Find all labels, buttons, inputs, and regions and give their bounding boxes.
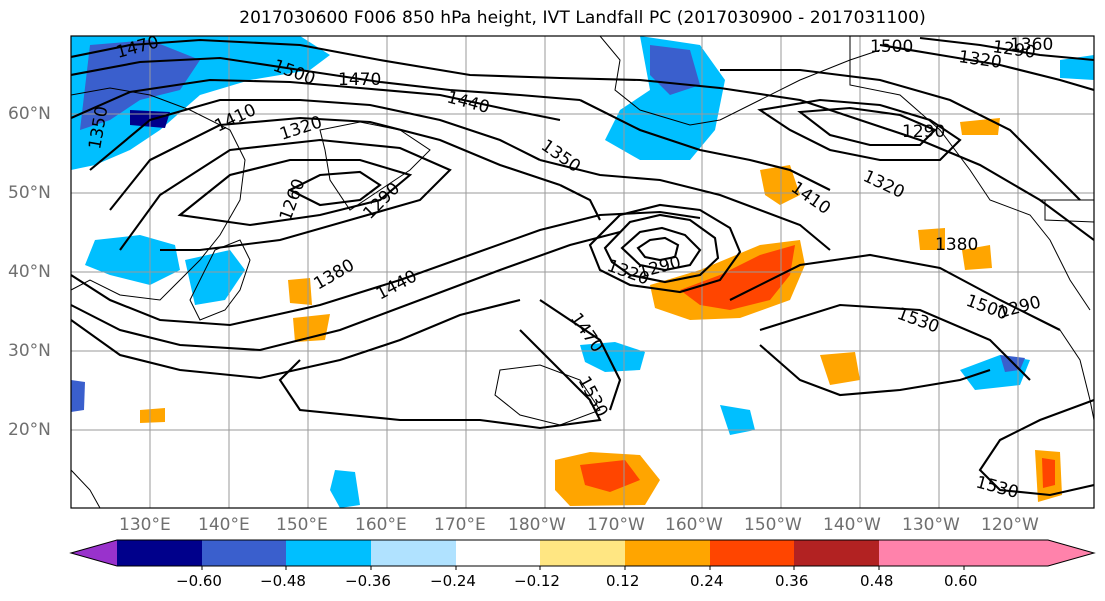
colorbar-swatch bbox=[456, 540, 540, 566]
colorbar-swatch bbox=[371, 540, 456, 566]
lat-label-50n: 50°N bbox=[8, 183, 51, 203]
lon-label: 140°E bbox=[198, 515, 250, 535]
colorbar-tick-label: −0.60 bbox=[176, 572, 222, 590]
colorbar-swatch bbox=[540, 540, 625, 566]
lat-label-20n: 20°N bbox=[8, 420, 51, 440]
colorbar-swatch bbox=[625, 540, 710, 566]
colorbar-swatch bbox=[117, 540, 202, 566]
contour-label: 1500 bbox=[870, 37, 913, 57]
colorbar-swatch bbox=[879, 540, 964, 566]
lon-label: 170°E bbox=[434, 515, 486, 535]
lon-label: 160°E bbox=[355, 515, 407, 535]
colorbar-tick-label: −0.24 bbox=[430, 572, 476, 590]
colorbar-swatch bbox=[710, 540, 794, 566]
colorbar-tick-label: 0.12 bbox=[606, 572, 640, 590]
contour-label: 1290 bbox=[902, 122, 945, 142]
lon-label: 150°W bbox=[744, 515, 802, 535]
colorbar-swatch bbox=[794, 540, 879, 566]
colorbar-tick-label: 0.60 bbox=[944, 572, 978, 590]
graticule bbox=[71, 36, 1094, 508]
colorbar-tick-label: −0.12 bbox=[514, 572, 560, 590]
map-title: 2017030600 F006 850 hPa height, IVT Land… bbox=[239, 8, 926, 28]
coastlines bbox=[71, 36, 1094, 508]
lon-label: 130°W bbox=[902, 515, 960, 535]
lon-label: 160°W bbox=[665, 515, 723, 535]
lon-label: 170°W bbox=[587, 515, 645, 535]
colorbar-tick-label: −0.48 bbox=[260, 572, 306, 590]
colorbar-tick-label: 0.36 bbox=[775, 572, 809, 590]
lat-label-60n: 60°N bbox=[8, 104, 51, 124]
lon-label: 140°W bbox=[823, 515, 881, 535]
colorbar-extend-low bbox=[71, 540, 117, 566]
colorbar-tick-label: 0.48 bbox=[860, 572, 894, 590]
contour-label: 1470 bbox=[338, 70, 381, 90]
colorbar bbox=[69, 539, 1096, 570]
contour-label: 1360 bbox=[1010, 35, 1053, 55]
contour-label: 1380 bbox=[935, 235, 978, 255]
map-frame bbox=[70, 35, 1095, 509]
lat-label-40n: 40°N bbox=[8, 262, 51, 282]
colorbar-tick-label: 0.24 bbox=[690, 572, 724, 590]
colorbar-tick-label: −0.36 bbox=[345, 572, 391, 590]
lon-label: 180°W bbox=[508, 515, 566, 535]
lon-label: 150°E bbox=[276, 515, 328, 535]
height-contours bbox=[71, 36, 1094, 497]
lon-label: 120°W bbox=[981, 515, 1039, 535]
colorbar-swatch bbox=[286, 540, 371, 566]
lon-label: 130°E bbox=[119, 515, 171, 535]
lat-label-30n: 30°N bbox=[8, 341, 51, 361]
colorbar-extend-high bbox=[964, 540, 1094, 566]
colorbar-swatch bbox=[202, 540, 286, 566]
